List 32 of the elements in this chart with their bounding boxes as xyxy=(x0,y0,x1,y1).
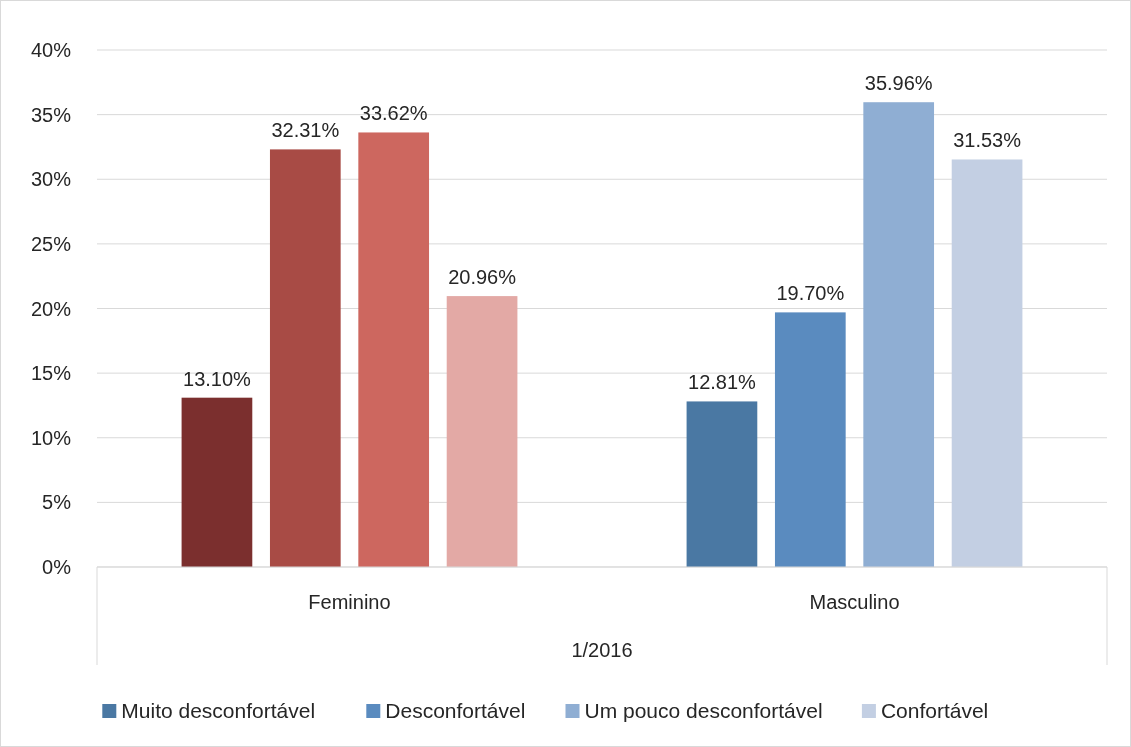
data-label: 33.62% xyxy=(359,102,428,125)
data-label: 35.96% xyxy=(864,72,933,95)
data-label: 13.10% xyxy=(183,367,252,390)
bar xyxy=(269,149,341,567)
y-tick-label: 0% xyxy=(42,556,72,578)
y-tick-label: 25% xyxy=(30,232,72,255)
x-tick-label: Masculino xyxy=(809,591,900,613)
data-label: 20.96% xyxy=(448,266,517,289)
data-label: 32.31% xyxy=(271,119,340,142)
bar xyxy=(863,102,935,567)
bar xyxy=(446,296,518,567)
data-label: 31.53% xyxy=(953,129,1022,152)
bar xyxy=(951,159,1023,567)
y-tick-label: 10% xyxy=(30,426,72,449)
y-tick-label: 30% xyxy=(30,168,72,191)
y-tick-label: 15% xyxy=(30,362,72,385)
y-tick-label: 20% xyxy=(30,297,72,320)
y-tick-label: 40% xyxy=(30,39,72,61)
legend-label: Confortável xyxy=(880,699,989,723)
bar xyxy=(686,401,758,567)
data-label: 12.81% xyxy=(688,371,757,394)
data-label: 19.70% xyxy=(776,282,845,305)
x-tick-label: Feminino xyxy=(308,591,391,613)
legend-label: Muito desconfortável xyxy=(121,699,316,723)
bar xyxy=(181,397,253,567)
y-tick-label: 35% xyxy=(30,103,72,126)
legend-label: Desconfortável xyxy=(385,699,526,723)
bar xyxy=(774,312,846,567)
y-tick-label: 5% xyxy=(42,491,72,514)
legend-label: Um pouco desconfortável xyxy=(584,699,823,723)
x-axis-title: 1/2016 xyxy=(571,639,633,661)
bar xyxy=(358,132,430,567)
